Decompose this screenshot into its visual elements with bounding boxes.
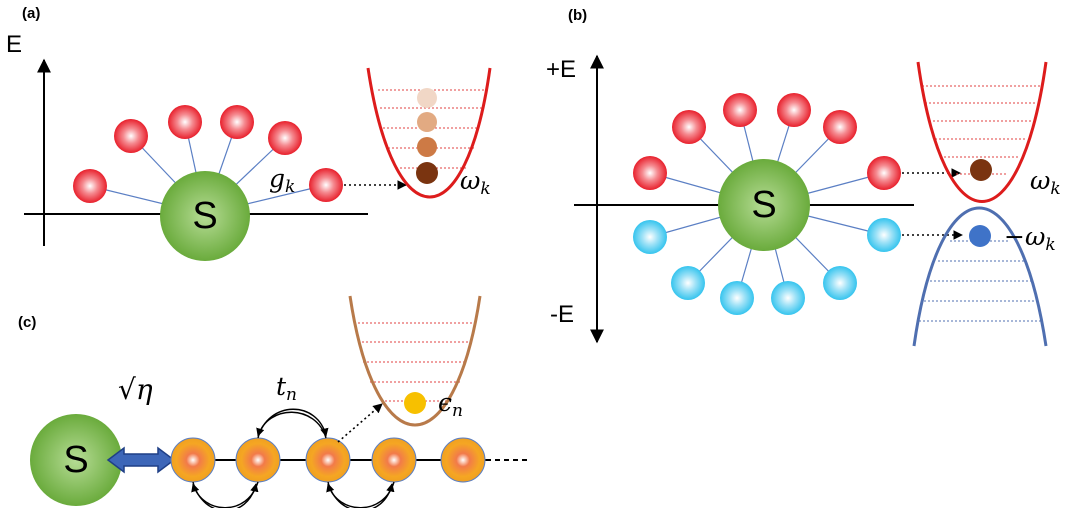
panel-a bbox=[24, 58, 492, 261]
c-hopping-arc-top bbox=[256, 411, 327, 439]
omega-label-a: ωk bbox=[460, 166, 491, 200]
panel-label-b: (b) bbox=[568, 7, 588, 24]
c-chain-site bbox=[371, 437, 417, 483]
b-lower-particle bbox=[969, 225, 991, 247]
c-chain-site bbox=[170, 437, 216, 483]
a-bath-mode bbox=[168, 105, 202, 139]
hopping-label: tn bbox=[276, 372, 297, 406]
c-hopping-arc-bottom bbox=[327, 481, 395, 508]
b-negative-mode bbox=[823, 266, 857, 300]
c-chain-site bbox=[305, 437, 351, 483]
a-bath-mode bbox=[114, 119, 148, 153]
a-system-circle bbox=[160, 171, 250, 261]
b-lower-well bbox=[912, 206, 1048, 347]
a-bath-mode bbox=[268, 121, 302, 155]
a-bath-mode bbox=[73, 169, 107, 203]
c-hopping-arc-bottom bbox=[326, 481, 395, 508]
omega-label-b: ωk bbox=[1030, 166, 1061, 200]
onsite-label: ϵn bbox=[438, 388, 463, 422]
b-positive-mode bbox=[823, 110, 857, 144]
c-hopping-arc-top bbox=[257, 408, 329, 439]
b-system-circle bbox=[718, 159, 810, 251]
a-level-particle bbox=[417, 137, 437, 157]
system-label-b: S bbox=[751, 184, 777, 226]
b-negative-mode bbox=[867, 218, 901, 252]
a-bath-mode bbox=[309, 168, 343, 202]
c-hopping-arc-bottom bbox=[192, 481, 259, 508]
b-positive-mode bbox=[633, 156, 667, 190]
panel-label-c: (c) bbox=[18, 314, 37, 331]
a-harmonic-well bbox=[366, 67, 492, 199]
axis-label-plus-e: +E bbox=[546, 56, 577, 83]
panel-c bbox=[30, 295, 528, 508]
panel-b bbox=[574, 54, 1048, 347]
b-upper-particle bbox=[970, 159, 992, 181]
panel-label-a: (a) bbox=[22, 5, 41, 22]
b-negative-mode bbox=[633, 220, 667, 254]
c-system-circle bbox=[30, 414, 122, 506]
a-level-particle bbox=[416, 162, 438, 184]
a-bath-mode bbox=[220, 105, 254, 139]
b-positive-mode bbox=[723, 93, 757, 127]
b-negative-mode bbox=[720, 281, 754, 315]
b-upper-well bbox=[916, 61, 1048, 203]
a-level-particle bbox=[417, 88, 437, 108]
b-negative-mode bbox=[771, 281, 805, 315]
c-chain-site bbox=[440, 437, 486, 483]
system-label-c: S bbox=[63, 439, 89, 481]
c-level-particle bbox=[404, 392, 426, 414]
c-chain-site bbox=[235, 437, 281, 483]
axis-label-e: E bbox=[6, 31, 23, 58]
system-label-a: S bbox=[192, 195, 218, 237]
c-site-to-well-arrow bbox=[337, 403, 383, 443]
axis-label-minus-e: -E bbox=[550, 301, 574, 328]
b-negative-mode bbox=[671, 266, 705, 300]
sqrt-eta-label: √η bbox=[118, 373, 153, 406]
c-harmonic-well bbox=[348, 295, 482, 427]
minus-omega-label: −ωk bbox=[1004, 222, 1056, 256]
b-positive-mode bbox=[867, 156, 901, 190]
a-level-particle bbox=[417, 112, 437, 132]
c-hopping-arc-bottom bbox=[191, 481, 259, 508]
b-positive-mode bbox=[777, 93, 811, 127]
coupling-label: gk bbox=[269, 164, 296, 198]
b-positive-mode bbox=[672, 110, 706, 144]
